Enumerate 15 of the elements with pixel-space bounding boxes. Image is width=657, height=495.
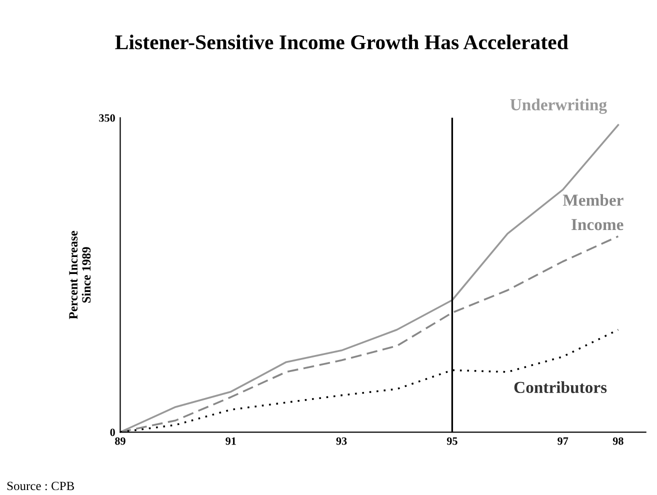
x-tick-label: 89	[115, 437, 126, 445]
x-tick-label: 93	[336, 437, 347, 445]
y-tick-label: 0	[110, 428, 115, 436]
x-tick-label: 95	[446, 437, 458, 445]
y-axis-title: Percent Increase Since 1989	[69, 230, 91, 320]
y-tick-label: 350	[99, 114, 115, 122]
x-tick-label: 97	[558, 437, 568, 445]
line-series	[120, 235, 620, 432]
series-label: Contributors	[514, 381, 607, 394]
x-tick-label: 98	[612, 437, 624, 445]
x-tick-label: 91	[226, 437, 236, 445]
series-label: Member Income	[562, 194, 624, 230]
chart-title: Listener-Sensitive Income Growth Has Accelerated	[115, 34, 568, 50]
series-label: Underwriting	[510, 98, 607, 114]
source-note: Source : CPB	[7, 482, 74, 490]
